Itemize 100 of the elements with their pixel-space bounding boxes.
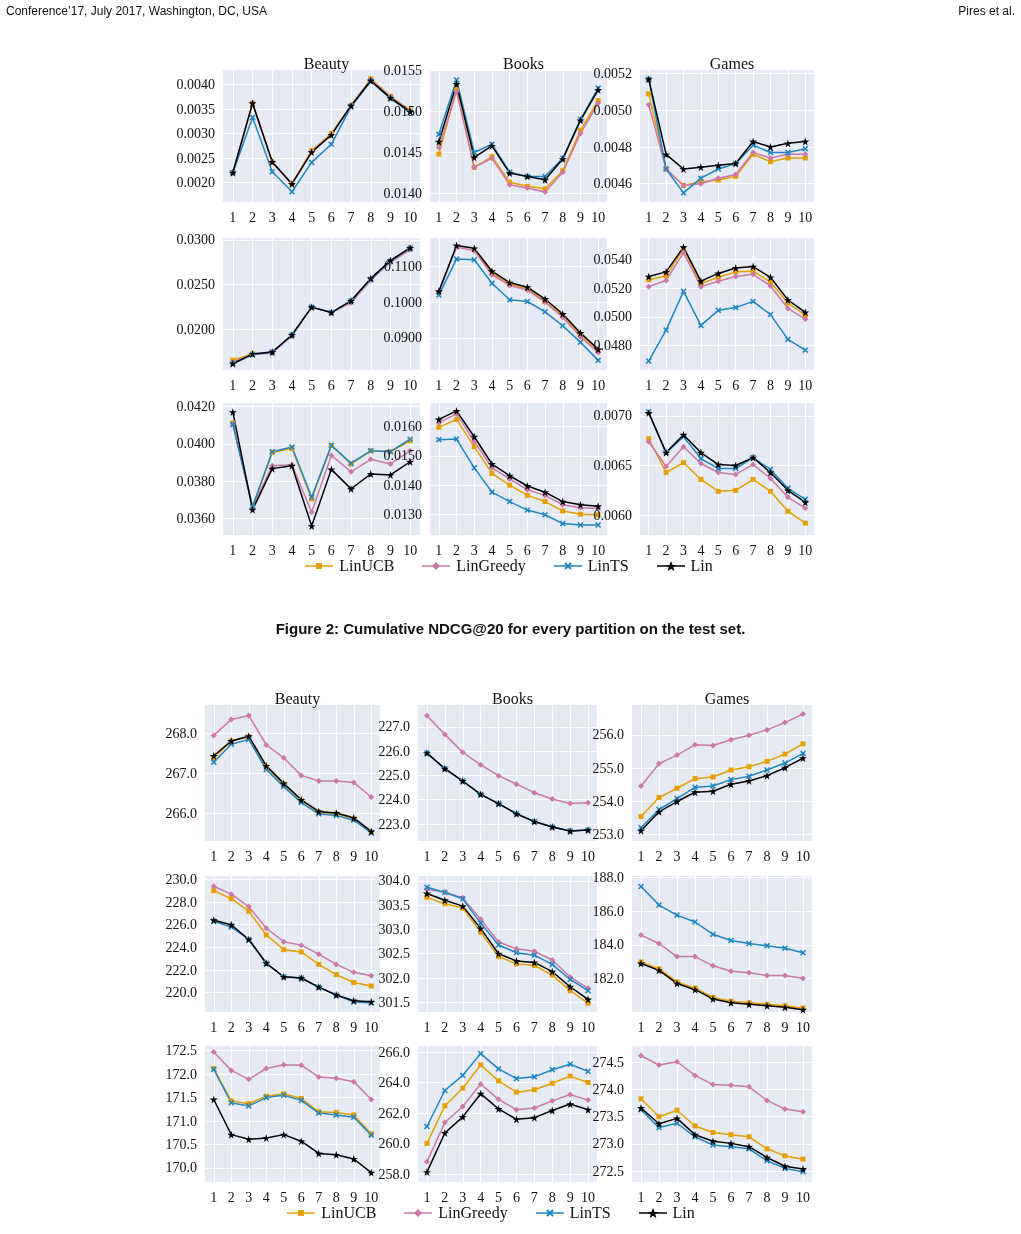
x-tick-label: 5: [280, 1019, 288, 1035]
x-tick-label: 4: [288, 209, 296, 225]
x-tick-label: 8: [767, 377, 774, 393]
x-tick-label: 4: [697, 209, 705, 225]
x-tick-label: 1: [435, 377, 443, 393]
y-tick-label: 0.0380: [176, 473, 215, 489]
y-tick-label: 0.0250: [176, 277, 215, 293]
x-tick-label: 8: [559, 542, 567, 558]
x-tick-label: 3: [268, 209, 276, 225]
y-tick-label: 0.0540: [593, 252, 632, 268]
y-tick-label: 224.0: [378, 792, 410, 808]
x-tick-label: 6: [523, 377, 531, 393]
x-tick-label: 3: [268, 542, 276, 558]
y-tick-label: 0.0145: [383, 145, 422, 160]
y-tick-label: 184.0: [592, 937, 624, 953]
x-tick-label: 5: [714, 209, 722, 225]
x-tick-label: 10: [796, 848, 810, 864]
x-tick-label: 1: [423, 1189, 431, 1205]
x-tick-label: 10: [364, 1189, 379, 1205]
x-tick-label: 2: [453, 377, 461, 393]
x-tick-label: 3: [470, 209, 478, 225]
x-tick-label: 9: [566, 1189, 574, 1205]
x-tick-label: 7: [541, 542, 549, 558]
x-tick-label: 4: [262, 1019, 270, 1035]
x-tick-label: 3: [470, 377, 478, 393]
x-tick-label: 2: [249, 209, 257, 225]
x-tick-label: 9: [576, 209, 584, 225]
x-tick-label: 1: [210, 848, 218, 864]
x-tick-label: 2: [662, 377, 670, 393]
chart-title: Books: [503, 54, 544, 72]
x-tick-label: 8: [767, 209, 774, 225]
legend-label: LinTS: [586, 557, 629, 575]
x-tick-label: 2: [662, 542, 670, 558]
chart-title: Beauty: [303, 54, 350, 73]
x-tick-label: 10: [581, 1019, 596, 1035]
y-tick-label: 182.0: [592, 970, 624, 986]
x-tick-label: 7: [530, 1019, 538, 1035]
x-tick-label: 4: [477, 848, 485, 864]
x-tick-label: 1: [637, 848, 645, 864]
y-tick-label: 224.0: [165, 939, 197, 955]
x-tick-label: 6: [727, 1189, 735, 1205]
caption: Figure 2: Cumulative NDCG@20 for every partition on the test set.: [274, 620, 747, 637]
x-tick-label: 10: [403, 542, 418, 558]
chart-title: Games: [704, 689, 750, 707]
y-tick-label: 267.0: [165, 765, 197, 781]
y-tick-label: 225.0: [378, 767, 410, 783]
x-tick-label: 1: [229, 377, 237, 393]
y-tick-label: 0.0140: [383, 186, 422, 202]
y-tick-label: 0.0070: [593, 408, 632, 424]
x-tick-label: 7: [745, 848, 753, 864]
x-tick-label: 6: [327, 542, 335, 558]
y-tick-label: 0.0140: [383, 477, 422, 493]
x-tick-label: 4: [262, 1189, 270, 1205]
y-tick-label: 223.0: [378, 816, 410, 832]
x-tick-label: 7: [749, 377, 757, 393]
x-tick-label: 7: [745, 1019, 753, 1035]
y-tick-label: 170.5: [165, 1136, 197, 1152]
x-tick-label: 5: [506, 542, 514, 558]
x-tick-label: 1: [423, 848, 431, 864]
legend-label: LinTS: [568, 1204, 611, 1222]
y-tick-label: 302.0: [378, 970, 410, 986]
x-tick-label: 8: [559, 377, 567, 393]
x-tick-label: 10: [581, 1189, 596, 1205]
y-tick-label: 0.0900: [383, 330, 422, 346]
x-tick-label: 2: [655, 848, 663, 864]
y-tick-label: 0.0420: [176, 399, 215, 415]
y-tick-label: 0.0048: [593, 139, 632, 155]
x-tick-label: 8: [332, 1019, 340, 1035]
x-tick-label: 6: [732, 209, 740, 225]
x-tick-label: 4: [288, 542, 296, 558]
x-tick-label: 8: [332, 848, 340, 864]
legend-label: LinGreedy: [437, 1204, 508, 1222]
y-tick-label: 0.0160: [383, 418, 422, 434]
x-tick-label: 10: [364, 1019, 379, 1035]
y-tick-label: 0.0046: [593, 176, 632, 192]
x-tick-label: 5: [506, 377, 514, 393]
x-tick-label: 4: [262, 848, 270, 864]
chart-title: Books: [492, 689, 533, 707]
y-tick-label: 0.0200: [176, 322, 215, 338]
x-tick-label: 7: [315, 1019, 323, 1035]
y-tick-label: 222.0: [165, 962, 197, 978]
y-tick-label: 188.0: [592, 870, 624, 886]
x-tick-label: 3: [680, 209, 687, 225]
x-tick-label: 4: [488, 209, 496, 225]
x-tick-label: 6: [523, 542, 531, 558]
x-tick-label: 10: [591, 377, 606, 393]
x-tick-label: 7: [749, 542, 757, 558]
x-tick-label: 10: [581, 848, 596, 864]
y-tick-label: 172.0: [165, 1066, 197, 1082]
x-tick-label: 8: [763, 848, 771, 864]
x-tick-label: 3: [673, 1189, 681, 1205]
x-tick-label: 4: [697, 542, 705, 558]
y-tick-label: 303.5: [378, 897, 410, 913]
x-tick-label: 6: [512, 848, 520, 864]
x-tick-label: 8: [332, 1189, 340, 1205]
x-tick-label: 1: [435, 209, 443, 225]
y-tick-label: 0.0052: [593, 66, 632, 82]
x-tick-label: 5: [308, 377, 316, 393]
x-tick-label: 9: [386, 377, 394, 393]
text: Pires et al.: [958, 4, 1015, 18]
